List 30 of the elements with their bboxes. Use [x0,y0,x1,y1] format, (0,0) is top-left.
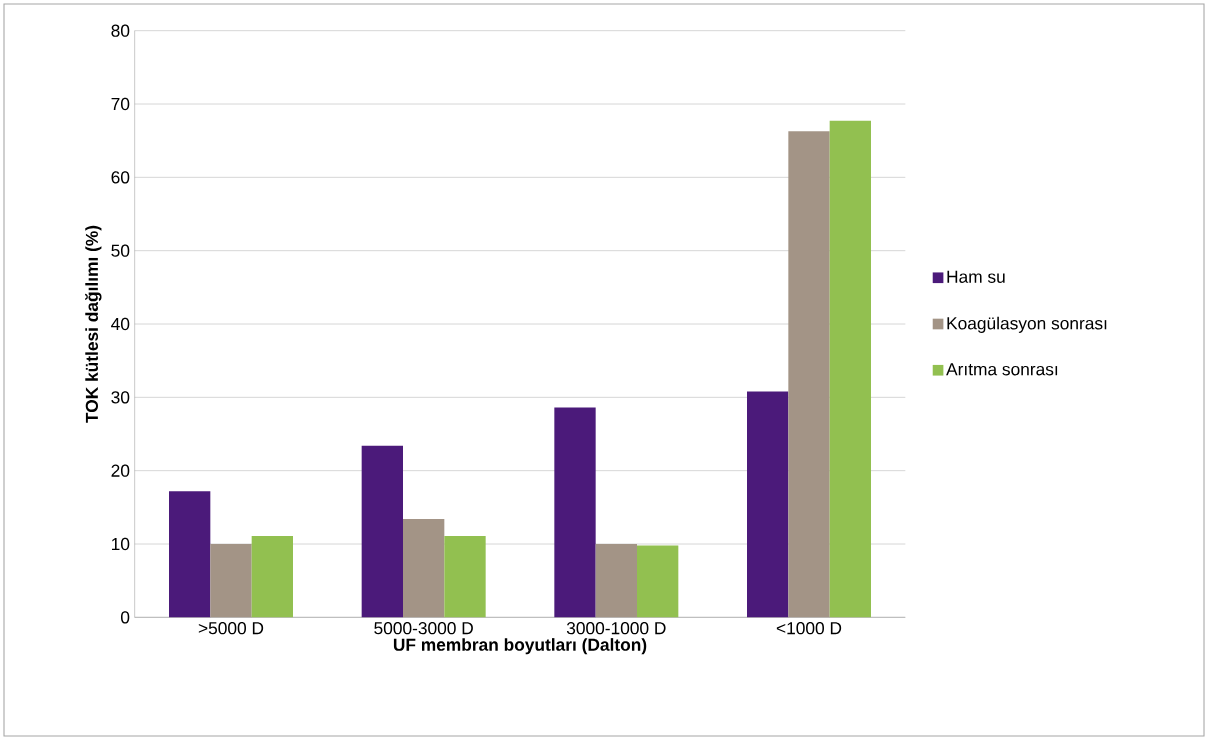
bar [403,519,445,618]
legend-label: Ham su [947,270,1005,283]
y-tick-label: 50 [111,244,130,257]
y-tick-label: 60 [111,171,130,184]
x-tick-label: >5000 D [198,622,264,635]
y-tick-label: 20 [111,464,130,477]
y-tick-label: 70 [111,97,130,111]
y-tick-label: 80 [111,24,130,37]
bar [595,544,637,618]
y-tick-label: 40 [111,317,130,331]
legend-label: Arıtma sonrası [946,363,1058,376]
y-tick-label: 10 [111,537,130,551]
x-axis-title: UF membran boyutları (Dalton) [393,638,647,655]
y-axis-title: TOK kütlesi dağılımı (%) [85,225,102,423]
x-tick-label: 3000-1000 D [566,622,666,635]
bar [747,391,789,618]
bar [444,535,486,618]
bar [251,535,293,618]
x-tick-label: <1000 D [776,622,842,635]
bar [210,544,252,618]
x-tick-label: 5000-3000 D [374,622,473,635]
bar [169,491,211,618]
legend-label: Koagülasyon sonrası [947,316,1107,333]
y-tick-label: 30 [111,391,130,404]
bar [829,120,871,618]
y-tick-label: 0 [120,611,130,624]
bar [361,445,403,618]
bar [788,131,830,618]
bar [554,407,596,618]
bar [637,545,679,618]
